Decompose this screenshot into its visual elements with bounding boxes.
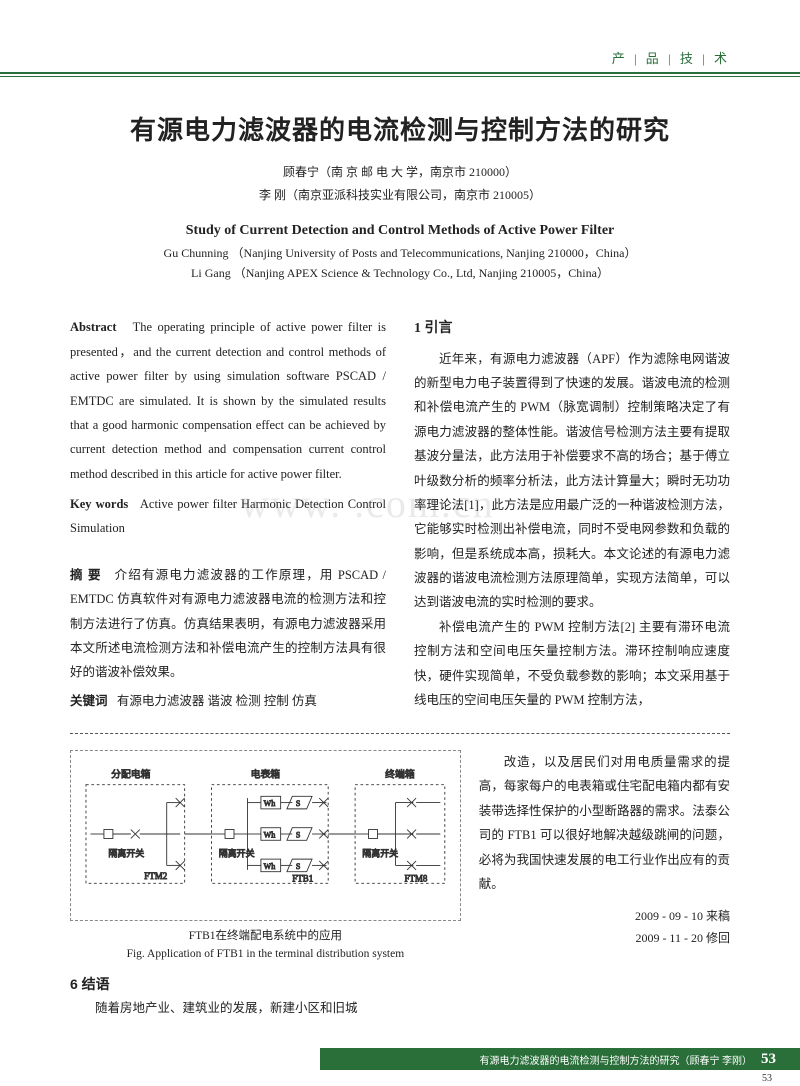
- authors-english: Gu Chunning （Nanjing University of Posts…: [70, 243, 730, 284]
- section-6-body: 随着房地产业、建筑业的发展，新建小区和旧城: [70, 996, 461, 1020]
- footer-bar: 有源电力滤波器的电流检测与控制方法的研究（顾春宁 李刚）: [320, 1048, 800, 1070]
- abstract-en-text: The operating principle of active power …: [70, 320, 386, 480]
- authors-chinese: 顾春宁（南 京 邮 电 大 学，南京市 210000） 李 刚（南京亚派科技实业…: [70, 161, 730, 207]
- date-received: 2009 - 09 - 10 来稿: [479, 906, 730, 928]
- lower-right-text: 改造，以及居民们对用电质量需求的提高，每家每户的电表箱或住宅配电箱内都有安装带选…: [479, 750, 730, 896]
- label-wh-2: Wh: [264, 831, 276, 840]
- title-english: Study of Current Detection and Control M…: [70, 223, 730, 239]
- footer-text: 有源电力滤波器的电流检测与控制方法的研究（顾春宁 李刚）: [480, 1052, 753, 1067]
- label-iso-1: 隔离开关: [108, 847, 144, 858]
- figure-caption: FTB1在终端配电系统中的应用 Fig. Application of FTB1…: [70, 927, 461, 964]
- author-zh-2: 李 刚（南京亚派科技实业有限公司，南京市 210005）: [70, 184, 730, 207]
- lower-right: 改造，以及居民们对用电质量需求的提高，每家每户的电表箱或住宅配电箱内都有安装带选…: [479, 750, 730, 1020]
- circuit-svg: 分配电箱 电表箱 终端箱: [77, 759, 454, 909]
- title-chinese: 有源电力滤波器的电流检测与控制方法的研究: [70, 110, 730, 147]
- label-ftm8: FTM8: [404, 874, 427, 884]
- section-1-para-1: 近年来，有源电力滤波器（APF）作为滤除电网谐波的新型电力电子装置得到了快速的发…: [414, 347, 730, 615]
- section-1-para-2: 补偿电流产生的 PWM 控制方法[2] 主要有滞环电流控制方法和空间电压矢量控制…: [414, 615, 730, 713]
- keywords-zh-label: 关键词: [70, 694, 108, 708]
- author-zh-1: 顾春宁（南 京 邮 电 大 学，南京市 210000）: [70, 161, 730, 184]
- label-s-3: S: [296, 862, 300, 871]
- figure-caption-en: Fig. Application of FTB1 in the terminal…: [70, 945, 461, 963]
- label-ftm2: FTM2: [144, 871, 167, 881]
- figure-diagram: 分配电箱 电表箱 终端箱: [70, 750, 461, 921]
- label-iso-3: 隔离开关: [362, 847, 398, 858]
- lower-section: 分配电箱 电表箱 终端箱: [70, 750, 730, 1020]
- lower-left: 分配电箱 电表箱 终端箱: [70, 750, 461, 1020]
- author-en-1: Gu Chunning （Nanjing University of Posts…: [70, 243, 730, 263]
- two-column-body: Abstract The operating principle of acti…: [70, 315, 730, 713]
- label-wh-3: Wh: [264, 862, 276, 871]
- header-category: 产 | 品 | 技 | 术: [612, 48, 730, 67]
- section-6-heading: 6 结语: [70, 974, 461, 994]
- label-meter-box: 电表箱: [251, 767, 281, 780]
- dates: 2009 - 09 - 10 来稿 2009 - 11 - 20 修回: [479, 906, 730, 949]
- label-term-box: 终端箱: [385, 767, 415, 780]
- keywords-zh-text: 有源电力滤波器 谐波 检测 控制 仿真: [117, 694, 317, 708]
- abstract-zh-label: 摘 要: [70, 568, 102, 582]
- left-column: Abstract The operating principle of acti…: [70, 315, 386, 713]
- label-iso-2: 隔离开关: [219, 847, 255, 858]
- keywords-en: Key words Active power filter Harmonic D…: [70, 492, 386, 541]
- abstract-zh: 摘 要 介绍有源电力滤波器的工作原理，用 PSCAD / EMTDC 仿真软件对…: [70, 563, 386, 685]
- page-number-large: 53: [761, 1051, 776, 1068]
- dashed-divider: [70, 733, 730, 734]
- header-rule-thick: [0, 72, 800, 74]
- label-ftb1: FTB1: [292, 874, 313, 884]
- section-1-heading: 1 引言: [414, 315, 730, 342]
- abstract-en: Abstract The operating principle of acti…: [70, 315, 386, 486]
- abstract-zh-text: 介绍有源电力滤波器的工作原理，用 PSCAD / EMTDC 仿真软件对有源电力…: [70, 568, 386, 680]
- author-en-2: Li Gang （Nanjing APEX Science & Technolo…: [70, 263, 730, 283]
- label-s-2: S: [296, 831, 300, 840]
- label-dist-box: 分配电箱: [111, 767, 151, 780]
- label-wh-1: Wh: [264, 799, 276, 808]
- abstract-en-label: Abstract: [70, 320, 117, 334]
- keywords-en-label: Key words: [70, 497, 128, 511]
- right-column: 1 引言 近年来，有源电力滤波器（APF）作为滤除电网谐波的新型电力电子装置得到…: [414, 315, 730, 713]
- label-s-1: S: [296, 799, 300, 808]
- figure-caption-zh: FTB1在终端配电系统中的应用: [70, 927, 461, 945]
- page-number-small: 53: [762, 1073, 772, 1084]
- date-revised: 2009 - 11 - 20 修回: [479, 928, 730, 950]
- page: 产 | 品 | 技 | 术 www. .com.cn 有源电力滤波器的电流检测与…: [0, 0, 800, 1086]
- header-rule-thin: [0, 76, 800, 77]
- keywords-zh: 关键词 有源电力滤波器 谐波 检测 控制 仿真: [70, 689, 386, 713]
